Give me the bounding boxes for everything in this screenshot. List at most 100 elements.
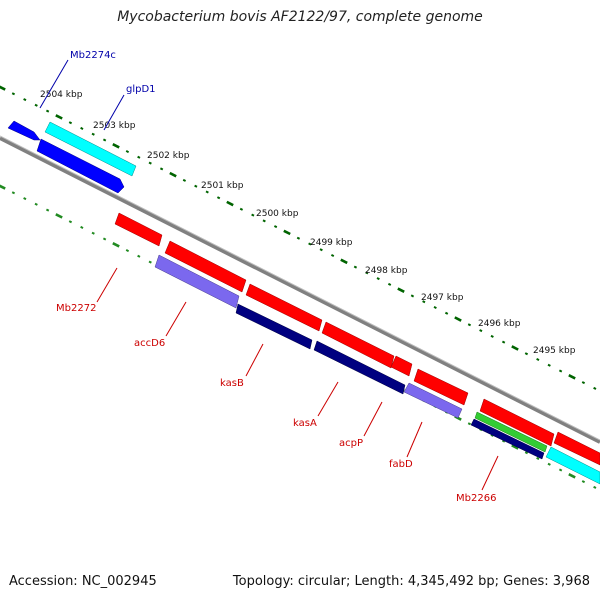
- minor-tick: [536, 358, 540, 361]
- major-tick: [511, 444, 519, 450]
- gene-label-Mb2266[interactable]: Mb2266: [456, 493, 496, 504]
- gene-label-Mb2272[interactable]: Mb2272: [56, 303, 96, 314]
- scale-label-2498: 2498 kbp: [365, 266, 408, 276]
- major-tick: [283, 229, 291, 236]
- topology-text: Topology: circular; Length: 4,345,492 bp…: [232, 574, 590, 589]
- minor-tick: [148, 161, 152, 165]
- minor-tick: [45, 109, 50, 113]
- gene-label-accD6[interactable]: accD6: [134, 338, 165, 349]
- minor-tick: [467, 323, 472, 327]
- minor-tick: [182, 178, 187, 182]
- minor-tick: [479, 329, 483, 333]
- gene-label-acpP[interactable]: acpP: [339, 438, 363, 449]
- minor-tick: [148, 260, 152, 264]
- gene-labels: Mb2274c glpD1 Mb2272 accD6 kasB kasA acp…: [56, 50, 496, 504]
- minor-tick: [490, 334, 494, 338]
- major-tick: [112, 242, 120, 248]
- gene-kasA-arrow[interactable]: [321, 321, 395, 369]
- leader-Mb2272: [96, 267, 118, 303]
- genome-backbone-highlight: [0, 135, 600, 441]
- leader-Mb2266: [481, 455, 499, 491]
- gene-right-red-arrow[interactable]: [553, 431, 600, 466]
- gene-glpD1-arrow[interactable]: [44, 121, 137, 177]
- minor-tick: [125, 150, 130, 154]
- minor-tick: [23, 197, 27, 201]
- leader-kasB: [245, 343, 264, 377]
- scale-label-2496: 2496 kbp: [478, 319, 521, 329]
- gene-fabD-arrow[interactable]: [413, 368, 469, 406]
- leader-acpP: [363, 401, 383, 437]
- minor-tick: [593, 386, 597, 390]
- gene-Mb2272-arrow[interactable]: [114, 212, 163, 247]
- map-title: Mycobacterium bovis AF2122/97, complete …: [117, 9, 483, 25]
- major-tick: [454, 316, 462, 322]
- major-tick: [0, 184, 6, 190]
- minor-tick: [524, 451, 529, 455]
- gene-acpP-arrow[interactable]: [390, 355, 413, 377]
- minor-tick: [216, 196, 221, 200]
- minor-tick: [547, 363, 551, 367]
- gene-label-glpD1[interactable]: glpD1: [126, 84, 156, 95]
- major-tick: [568, 473, 576, 479]
- gene-accD6-arrow[interactable]: [164, 240, 247, 293]
- leader-Mb2274c: [39, 59, 69, 109]
- major-tick: [568, 374, 576, 380]
- major-tick: [112, 143, 120, 149]
- scale-label-2497: 2497 kbp: [421, 293, 464, 303]
- minor-tick: [102, 237, 107, 241]
- minor-tick: [558, 468, 563, 472]
- minor-tick: [410, 294, 415, 298]
- minor-tick: [34, 202, 38, 206]
- gene-label-Mb2274c[interactable]: Mb2274c: [70, 50, 116, 61]
- gene-Mb2266-navy-arrow[interactable]: [470, 418, 545, 460]
- leader-kasA: [317, 381, 339, 417]
- genome-backbone: [0, 136, 600, 444]
- minor-tick: [11, 191, 16, 195]
- minor-tick: [159, 167, 164, 171]
- minor-tick: [422, 300, 426, 304]
- gene-label-fabD[interactable]: fabD: [389, 459, 413, 470]
- gene-fabD-lower-arrow[interactable]: [403, 382, 463, 419]
- minor-tick: [68, 220, 73, 224]
- gene-Mb2266-green-arrow[interactable]: [474, 411, 548, 453]
- minor-tick: [102, 138, 107, 142]
- minor-tick: [593, 485, 597, 489]
- minor-tick: [467, 422, 472, 426]
- minor-tick: [353, 265, 358, 269]
- gene-accD6-lower-arrow[interactable]: [154, 254, 240, 309]
- minor-tick: [387, 282, 392, 286]
- reverse-genes: [114, 212, 600, 466]
- scale-label-2502: 2502 kbp: [147, 151, 190, 161]
- gene-kasB-lower-arrow[interactable]: [235, 303, 313, 350]
- minor-tick: [365, 271, 369, 275]
- minor-tick: [45, 208, 50, 212]
- minor-tick: [581, 480, 586, 484]
- minor-tick: [308, 242, 312, 246]
- minor-tick: [376, 277, 380, 281]
- gene-Mb2266-arrow[interactable]: [479, 398, 555, 447]
- gene-Mb2274c-arrow[interactable]: [7, 120, 41, 141]
- leader-fabD: [406, 421, 423, 458]
- major-tick: [0, 85, 6, 91]
- leader-glpD1: [103, 94, 125, 131]
- leader-accD6: [165, 301, 187, 337]
- minor-tick: [558, 369, 563, 373]
- minor-tick: [547, 462, 551, 466]
- minor-tick: [239, 207, 244, 211]
- minor-tick: [330, 254, 335, 257]
- scale-label-2499: 2499 kbp: [310, 238, 353, 248]
- gene-right-cyan-arrow[interactable]: [545, 446, 600, 485]
- gene-kasA-lower-arrow[interactable]: [313, 340, 406, 395]
- gene-label-kasA[interactable]: kasA: [293, 418, 317, 429]
- minor-tick: [11, 92, 16, 96]
- minor-tick: [296, 236, 301, 240]
- gene-kasB-arrow[interactable]: [245, 283, 323, 332]
- major-tick: [55, 213, 63, 219]
- minor-tick: [251, 213, 255, 217]
- minor-tick: [80, 225, 84, 229]
- gene-label-kasB[interactable]: kasB: [220, 378, 244, 389]
- gene-Mb2273-arrow[interactable]: [36, 138, 125, 194]
- minor-tick: [444, 311, 449, 315]
